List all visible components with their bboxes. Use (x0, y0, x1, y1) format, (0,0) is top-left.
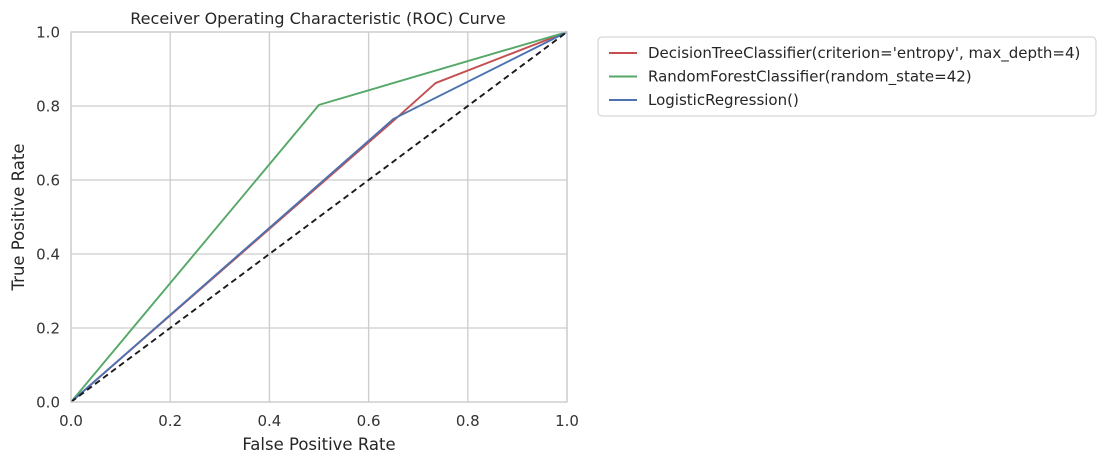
y-tick-label: 0.8 (36, 98, 60, 116)
legend-label: RandomForestClassifier(random_state=42) (648, 68, 972, 87)
plot-lines (70, 31, 568, 403)
x-tick-label: 1.0 (555, 412, 579, 430)
x-axis-label: False Positive Rate (242, 435, 395, 454)
plot-frame (70, 31, 568, 403)
chart-title: Receiver Operating Characteristic (ROC) … (130, 9, 505, 28)
y-tick-label: 1.0 (36, 24, 60, 42)
x-tick-labels: 0.0 0.2 0.4 0.6 0.8 1.0 (59, 412, 579, 430)
series-line-1 (70, 31, 568, 403)
legend-box (597, 36, 1097, 117)
y-tick-label: 0.2 (36, 320, 60, 338)
y-tick-label: 0.0 (36, 394, 60, 412)
y-tick-label: 0.6 (36, 172, 60, 190)
x-tick-label: 0.0 (59, 412, 83, 430)
chance-reference-line (70, 31, 568, 403)
x-tick-label: 0.6 (357, 412, 381, 430)
x-tick-label: 0.2 (158, 412, 182, 430)
legend-label: DecisionTreeClassifier(criterion='entrop… (648, 44, 1080, 63)
y-axis-label: True Positive Rate (9, 144, 28, 292)
series-line-2 (70, 31, 568, 403)
x-tick-label: 0.8 (456, 412, 480, 430)
y-tick-labels: 0.0 0.2 0.4 0.6 0.8 1.0 (36, 24, 60, 412)
legend: DecisionTreeClassifier(criterion='entrop… (597, 36, 1097, 117)
y-tick-label: 0.4 (36, 246, 60, 264)
x-tick-label: 0.4 (257, 412, 281, 430)
legend-label: LogisticRegression() (648, 91, 799, 109)
